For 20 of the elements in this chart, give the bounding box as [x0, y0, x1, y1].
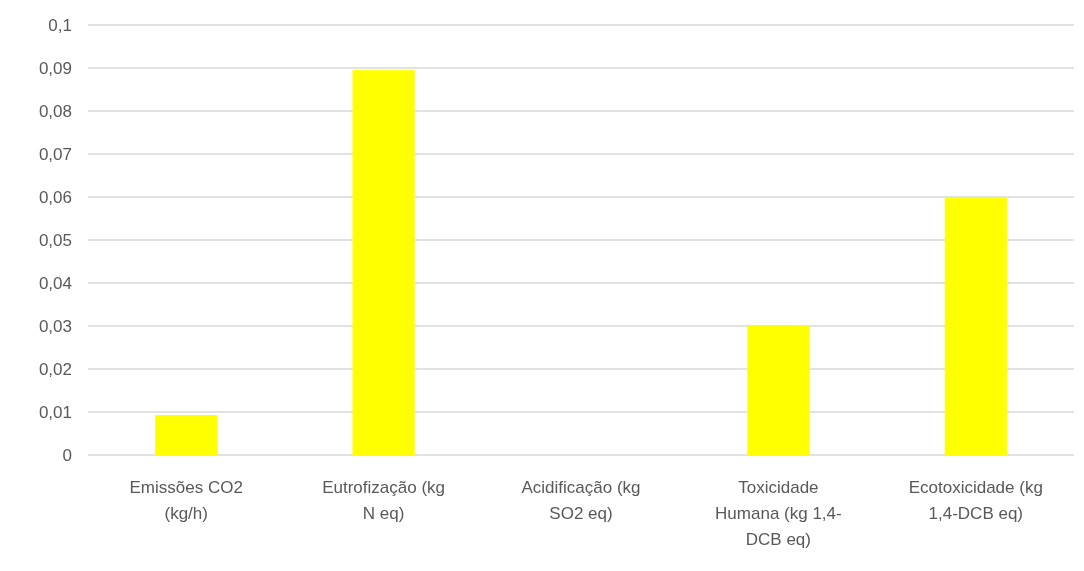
y-tick-label: 0,04: [38, 273, 72, 293]
y-tick-label: 0,1: [48, 15, 72, 35]
y-tick-label: 0,01: [38, 402, 72, 422]
x-tick-label: Eutrofização (kg N eq): [322, 478, 446, 523]
y-tick-label: 0,09: [38, 58, 72, 78]
y-tick-label: 0: [62, 445, 72, 465]
bar: [352, 70, 415, 455]
y-tick-label: 0,02: [38, 359, 72, 379]
x-tick-label: Emissões CO2 (kg/h): [129, 478, 243, 523]
y-tick-label: 0,08: [38, 101, 72, 121]
bar: [747, 326, 810, 455]
y-tick-label: 0,07: [38, 144, 72, 164]
x-tick-label: Acidificação (kg SO2 eq): [521, 478, 641, 523]
y-tick-label: 0,06: [38, 187, 72, 207]
x-tick-label: Toxicidade Humana (kg 1,4- DCB eq): [715, 478, 842, 549]
x-tick-label: Ecotoxicidade (kg 1,4-DCB eq): [908, 478, 1043, 523]
y-tick-label: 0,05: [38, 230, 72, 250]
bar: [155, 415, 218, 455]
y-tick-label: 0,03: [38, 316, 72, 336]
bar: [944, 197, 1007, 455]
